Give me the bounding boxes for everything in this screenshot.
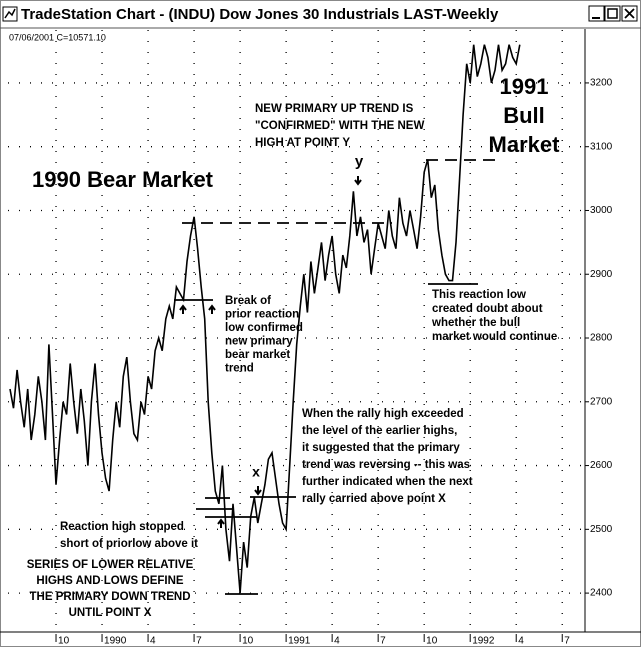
annotation: low confirmed: [225, 322, 303, 334]
up-arrow: [217, 518, 225, 528]
y-tick-label: 2500: [590, 524, 613, 535]
maximize-glyph: [607, 8, 618, 19]
annotation: When the rally high exceeded: [302, 408, 464, 420]
annotation: SERIES OF LOWER RELATIVE: [27, 559, 194, 571]
close-glyph: [624, 8, 635, 19]
annotation: Reaction high stopped: [60, 521, 184, 533]
up-arrow: [179, 304, 187, 314]
x-tick-label: 10: [426, 636, 438, 647]
y-tick-label: 3100: [590, 141, 613, 152]
annotation: HIGH AT POINT Y: [255, 137, 350, 149]
y-tick-label: 2900: [590, 269, 613, 280]
annotation: trend: [225, 363, 254, 375]
annotation: Market: [489, 132, 561, 157]
annotation: Bull: [503, 103, 545, 128]
y-tick-label: 3000: [590, 205, 613, 216]
x-tick-label: 1990: [104, 636, 127, 647]
x-tick-label: 10: [242, 636, 254, 647]
annotation: y: [355, 153, 364, 170]
x-tick-label: 4: [334, 636, 340, 647]
x-tick-label: 1992: [472, 636, 495, 647]
app-icon-glyph: [4, 8, 16, 19]
down-arrow: [254, 486, 262, 496]
annotation: trend was reversing -- this was: [302, 459, 470, 471]
annotation: HIGHS AND LOWS DEFINE: [36, 575, 183, 587]
y-tick-label: 2400: [590, 588, 613, 599]
chart-subtitle: 07/06/2001 C=10571.10: [9, 32, 106, 42]
annotation: 1990 Bear Market: [32, 167, 214, 192]
up-arrow: [208, 304, 216, 314]
annotation: further indicated when the next: [302, 476, 473, 488]
price-line: [9, 44, 521, 594]
y-tick-label: 3200: [590, 78, 613, 89]
annotation: UNTIL POINT X: [69, 607, 152, 619]
x-tick-label: 4: [150, 636, 156, 647]
x-tick-label: 10: [58, 636, 70, 647]
window-title: TradeStation Chart - (INDU) Dow Jones 30…: [21, 6, 499, 23]
annotation: created doubt about: [432, 303, 543, 315]
annotation: Break of: [225, 295, 271, 307]
annotation: it suggested that the primary: [302, 442, 460, 454]
y-tick-label: 2700: [590, 396, 613, 407]
y-tick-label: 2600: [590, 460, 613, 471]
annotation: prior reaction: [225, 309, 299, 321]
annotation: new primary: [225, 336, 293, 348]
annotation: bear market: [225, 349, 290, 361]
down-arrow: [354, 176, 362, 186]
annotation: market would continue: [432, 331, 557, 343]
x-tick-label: 1991: [288, 636, 311, 647]
annotation: x: [252, 464, 260, 480]
x-tick-label: 4: [518, 636, 524, 647]
annotation: This reaction low: [432, 289, 526, 301]
window-buttons[interactable]: [588, 5, 638, 22]
x-tick-label: 7: [564, 636, 570, 647]
annotation: short of priorlow above it: [60, 538, 198, 550]
annotation: rally carried above point X: [302, 493, 446, 505]
annotation: 1991: [500, 74, 549, 99]
x-tick-label: 7: [196, 636, 202, 647]
annotation: whether the bull: [431, 317, 520, 329]
annotation: NEW PRIMARY UP TREND IS: [255, 103, 414, 115]
annotation: THE PRIMARY DOWN TREND: [30, 591, 191, 603]
annotation: "CONFIRMED" WITH THE NEW: [255, 120, 424, 132]
x-tick-label: 7: [380, 636, 386, 647]
y-tick-label: 2800: [590, 333, 613, 344]
annotation: the level of the earlier highs,: [302, 425, 457, 437]
